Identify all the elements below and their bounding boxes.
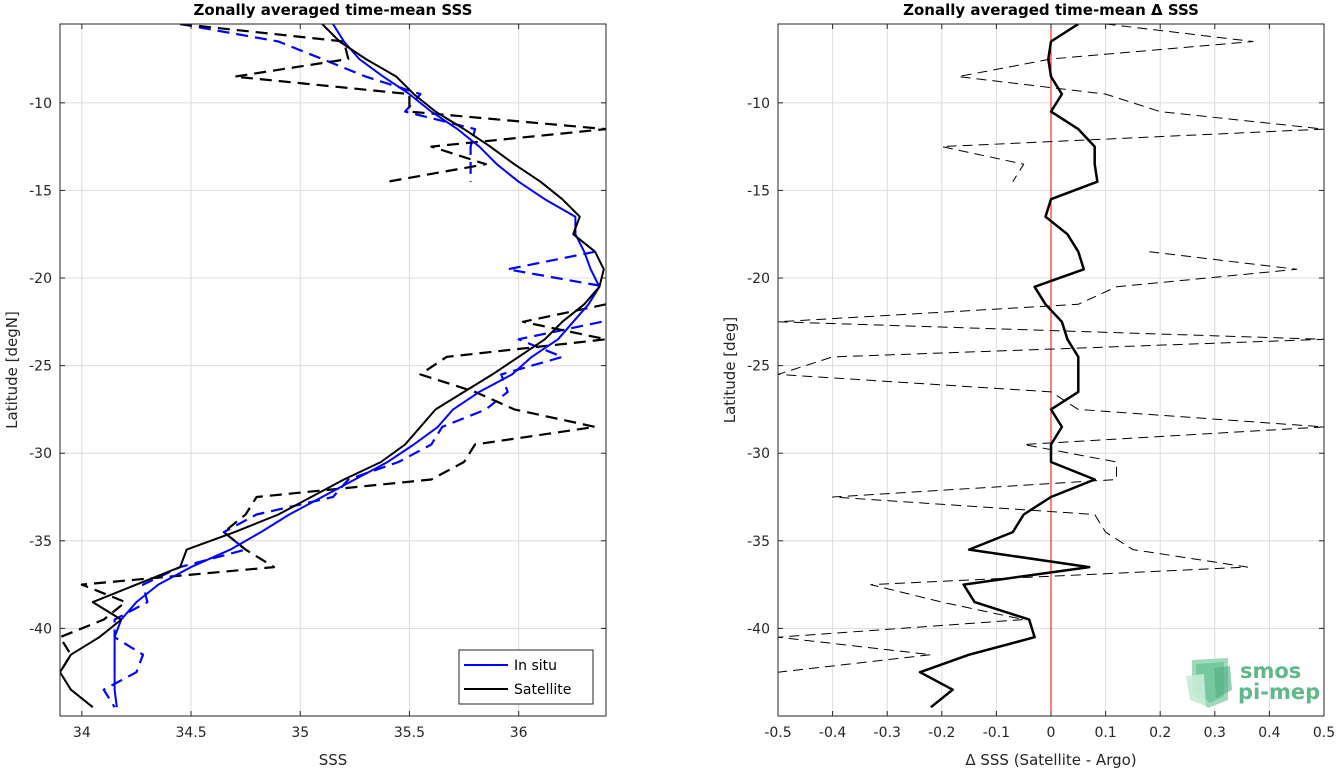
delta-sss-dashed-line — [778, 24, 1324, 673]
delta-sss-solid-line — [918, 24, 1099, 709]
delta-sss-x-tick-label: -0.5 — [764, 725, 791, 741]
sss-y-tick-label: -25 — [29, 359, 52, 375]
delta-sss-y-ticks: -10 -15 -20 -25 -30 -35 -40 — [747, 96, 1324, 637]
sss-y-tick-label: -35 — [29, 534, 52, 550]
logo-line-1: smos — [1240, 659, 1301, 683]
sss-y-axis-label: Latitude [degN] — [3, 311, 21, 429]
sss-grid — [60, 24, 606, 716]
delta-sss-y-tick-label: -30 — [747, 446, 770, 462]
sss-in-situ-line — [113, 24, 601, 708]
delta-sss-x-tick-label: -0.4 — [819, 725, 846, 741]
sss-y-tick-label: -30 — [29, 446, 52, 462]
sss-x-axis-label: SSS — [319, 751, 348, 769]
delta-sss-y-tick-label: -15 — [747, 183, 770, 199]
delta-sss-x-tick-label: 0.5 — [1313, 725, 1335, 741]
delta-sss-y-tick-label: -40 — [747, 621, 770, 637]
delta-sss-x-tick-label: 0.3 — [1204, 725, 1226, 741]
logo-mark-icon — [1186, 658, 1232, 708]
sss-legend: In situ Satellite — [458, 649, 594, 705]
sss-x-tick-label: 35.5 — [394, 725, 425, 741]
delta-sss-x-tick-label: 0 — [1047, 725, 1056, 741]
sss-chart-title: Zonally averaged time-mean SSS — [194, 1, 473, 19]
delta-sss-x-tick-label: 0.2 — [1149, 725, 1171, 741]
delta-sss-x-tick-label: 0.4 — [1258, 725, 1280, 741]
smos-pimep-logo: smos pi-mep — [1186, 658, 1320, 708]
sss-x-tick-label: 34.5 — [175, 725, 206, 741]
delta-sss-y-tick-label: -10 — [747, 96, 770, 112]
delta-sss-y-tick-label: -25 — [747, 359, 770, 375]
sss-x-tick-label: 34 — [73, 725, 91, 741]
sss-x-ticks: 34 34.5 35 35.5 36 — [73, 24, 528, 741]
sss-dashed-line — [60, 24, 606, 673]
sss-y-tick-label: -10 — [29, 96, 52, 112]
delta-sss-y-tick-label: -20 — [747, 271, 770, 287]
sss-y-tick-label: -40 — [29, 621, 52, 637]
delta-sss-series — [778, 24, 1324, 716]
logo-line-2: pi-mep — [1238, 680, 1320, 704]
delta-sss-x-tick-label: 0.1 — [1094, 725, 1116, 741]
delta-sss-x-tick-label: -0.2 — [928, 725, 955, 741]
delta-sss-x-tick-label: -0.1 — [983, 725, 1010, 741]
delta-sss-panel: -0.5 -0.4 -0.3 -0.2 -0.1 0 0.1 0.2 0.3 0.4 0.5 -10… — [721, 1, 1335, 769]
sss-y-ticks: -10 -15 -20 -25 -30 -35 -40 — [29, 96, 606, 637]
sss-y-tick-label: -15 — [29, 183, 52, 199]
sss-y-tick-label: -20 — [29, 271, 52, 287]
sss-dashed-line — [102, 24, 606, 708]
delta-sss-y-tick-label: -35 — [747, 534, 770, 550]
delta-sss-x-tick-label: -0.3 — [874, 725, 901, 741]
sss-x-tick-label: 36 — [510, 725, 528, 741]
sss-satellite-line — [60, 24, 605, 708]
delta-sss-x-ticks: -0.5 -0.4 -0.3 -0.2 -0.1 0 0.1 0.2 0.3 0.4 0.5 — [764, 24, 1335, 741]
sss-panel: 34 34.5 35 35.5 36 -10 -15 -20 -25 -30 -35 -40 Zon… — [3, 1, 607, 769]
delta-sss-x-axis-label: Δ SSS (Satellite - Argo) — [965, 751, 1136, 769]
sss-series — [60, 24, 606, 708]
legend-box — [458, 649, 594, 705]
sss-axes-frame — [59, 23, 607, 717]
legend-in-situ-label: In situ — [514, 658, 557, 674]
delta-sss-y-axis-label: Latitude [deg] — [721, 317, 739, 423]
legend-satellite-label: Satellite — [514, 682, 571, 698]
sss-x-tick-label: 35 — [291, 725, 309, 741]
delta-sss-chart-title: Zonally averaged time-mean Δ SSS — [903, 1, 1199, 19]
